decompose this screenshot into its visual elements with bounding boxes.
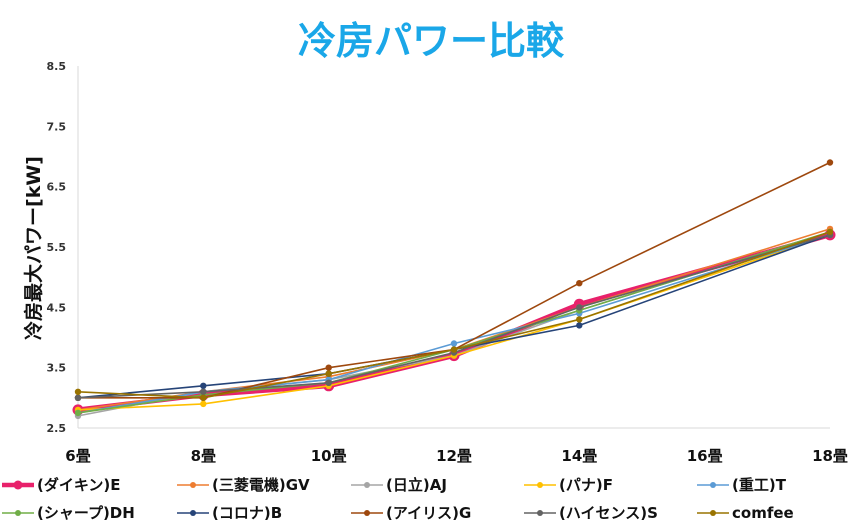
- legend-swatch-marker: [710, 510, 716, 516]
- series-line: [77, 231, 831, 417]
- legend-swatch-marker: [13, 480, 23, 490]
- legend-item: (ハイセンス)S: [524, 504, 658, 522]
- series-10: [74, 228, 834, 401]
- legend-label: (三菱電機)GV: [212, 476, 310, 494]
- x-tick-label: 12畳: [436, 447, 472, 465]
- data-point: [826, 228, 834, 236]
- series-line: [77, 228, 831, 411]
- legend-label: (日立)AJ: [386, 476, 447, 494]
- data-point: [576, 316, 583, 323]
- y-tick-label: 6.5: [47, 181, 67, 194]
- x-tick-label: 18畳: [812, 447, 848, 465]
- series-9: [74, 231, 834, 401]
- legend-item: (シャープ)DH: [2, 504, 135, 522]
- data-point: [576, 322, 583, 329]
- y-axis-label: 冷房最大パワー[kW]: [22, 156, 45, 340]
- series-line: [77, 234, 831, 411]
- series-3: [74, 228, 834, 420]
- legend-item: (パナ)F: [524, 476, 613, 494]
- legend-label: (ハイセンス)S: [559, 504, 658, 522]
- y-tick-label: 5.5: [47, 241, 67, 254]
- data-point: [325, 370, 332, 377]
- x-tick-label: 6畳: [65, 447, 90, 465]
- data-point: [74, 409, 82, 417]
- data-point: [74, 388, 82, 395]
- data-point: [450, 340, 458, 347]
- series-line: [77, 231, 831, 414]
- y-tick-label: 7.5: [47, 120, 67, 133]
- legend-label: comfee: [732, 504, 794, 522]
- y-tick-label: 8.5: [47, 60, 67, 73]
- legend-label: (パナ)F: [559, 476, 613, 494]
- legend-item: (ダイキン)E: [2, 476, 121, 494]
- x-tick-label: 14畳: [561, 447, 597, 465]
- legend-label: (重工)T: [732, 476, 787, 494]
- legend-item: comfee: [697, 504, 794, 522]
- legend-item: (アイリス)G: [351, 504, 471, 522]
- legend-item: (コロナ)B: [177, 504, 282, 522]
- series-8: [74, 159, 834, 401]
- legend-label: (ダイキン)E: [37, 476, 121, 494]
- chart-title: 冷房パワー比較: [298, 19, 565, 63]
- y-tick-labels: 2.5 3.5 4.5 5.5 6.5 7.5 8.5: [47, 60, 67, 435]
- legend-swatch-marker: [710, 482, 716, 488]
- legend-swatch-marker: [15, 510, 21, 516]
- series-2: [74, 225, 834, 414]
- data-point: [826, 159, 834, 166]
- legend: (ダイキン)E (三菱電機)GV (日立)AJ (パナ)F (重工)T (シャープ)DH (…: [2, 476, 794, 522]
- legend-label: (アイリス)G: [386, 504, 471, 522]
- legend-item: (日立)AJ: [351, 476, 447, 494]
- y-tick-label: 3.5: [47, 362, 67, 375]
- data-point: [200, 400, 207, 408]
- series-4: [74, 231, 834, 414]
- series-lines: [72, 159, 836, 420]
- legend-swatch-marker: [537, 482, 543, 488]
- x-tick-label: 10畳: [311, 447, 347, 465]
- legend-swatch-marker: [537, 510, 543, 516]
- data-point: [325, 379, 332, 386]
- legend-swatch-marker: [364, 482, 370, 488]
- data-point: [450, 346, 458, 353]
- x-tick-label: 8畳: [191, 447, 216, 465]
- x-tick-label: 16畳: [687, 447, 723, 465]
- y-tick-label: 4.5: [47, 301, 67, 314]
- data-point: [325, 364, 332, 371]
- data-point: [200, 394, 207, 401]
- data-point: [200, 388, 207, 395]
- data-point: [200, 382, 207, 389]
- legend-label: (シャープ)DH: [37, 504, 135, 522]
- legend-label: (コロナ)B: [212, 504, 282, 522]
- series-line: [78, 161, 831, 399]
- y-tick-label: 2.5: [47, 422, 67, 435]
- series-7: [74, 231, 834, 401]
- series-line: [77, 234, 831, 399]
- data-point: [74, 394, 82, 401]
- legend-item: (三菱電機)GV: [177, 476, 310, 494]
- legend-item: (重工)T: [697, 476, 787, 494]
- series-line: [77, 234, 831, 399]
- legend-swatch-marker: [190, 510, 196, 516]
- data-point: [576, 304, 583, 311]
- legend-swatch-marker: [190, 482, 196, 488]
- legend-swatch-marker: [364, 510, 370, 516]
- series-line: [77, 232, 831, 413]
- series-line: [77, 231, 831, 399]
- data-point: [576, 280, 583, 287]
- x-tick-labels: 6畳 8畳 10畳 12畳 14畳 16畳 18畳: [65, 447, 848, 465]
- series-5: [74, 231, 834, 417]
